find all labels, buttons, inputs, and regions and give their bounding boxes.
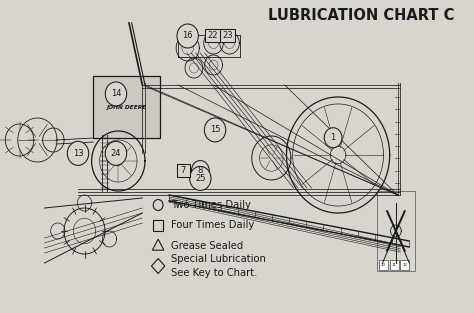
Text: 1: 1 (330, 133, 336, 142)
Circle shape (191, 161, 209, 181)
Polygon shape (152, 259, 165, 274)
Bar (177, 164, 190, 177)
Text: 7: 7 (181, 166, 186, 175)
Bar (390, 260, 399, 270)
Circle shape (190, 167, 211, 190)
Circle shape (105, 82, 127, 106)
Text: 14: 14 (111, 90, 121, 98)
Text: Special Lubrication
See Key to Chart.: Special Lubrication See Key to Chart. (171, 254, 265, 278)
Text: 8: 8 (198, 166, 203, 175)
Text: 15: 15 (210, 126, 220, 134)
Text: 16: 16 (182, 32, 193, 40)
Circle shape (67, 141, 89, 165)
Text: 25: 25 (195, 174, 206, 183)
Text: 11: 11 (392, 263, 397, 267)
Circle shape (324, 128, 342, 148)
Circle shape (105, 141, 127, 165)
Bar (93, 76, 160, 138)
Bar (220, 29, 235, 43)
Text: 13: 13 (73, 149, 83, 158)
Text: Two Times Daily: Two Times Daily (171, 200, 250, 210)
Bar (153, 220, 163, 231)
Text: 10: 10 (381, 263, 386, 267)
Text: Four Times Daily: Four Times Daily (171, 220, 254, 230)
Circle shape (204, 118, 226, 142)
Circle shape (177, 24, 198, 48)
Bar (205, 29, 220, 43)
Bar (377, 191, 415, 271)
Circle shape (153, 199, 163, 211)
Text: 12: 12 (402, 263, 407, 267)
Bar (379, 260, 388, 270)
Bar (401, 260, 409, 270)
Text: 22: 22 (208, 32, 218, 40)
Text: JOHN DEERE: JOHN DEERE (107, 105, 147, 110)
Polygon shape (152, 239, 164, 250)
Text: LUBRICATION CHART C: LUBRICATION CHART C (268, 8, 454, 23)
Text: 23: 23 (222, 32, 233, 40)
Text: 24: 24 (111, 149, 121, 158)
Text: Grease Sealed: Grease Sealed (171, 241, 243, 251)
